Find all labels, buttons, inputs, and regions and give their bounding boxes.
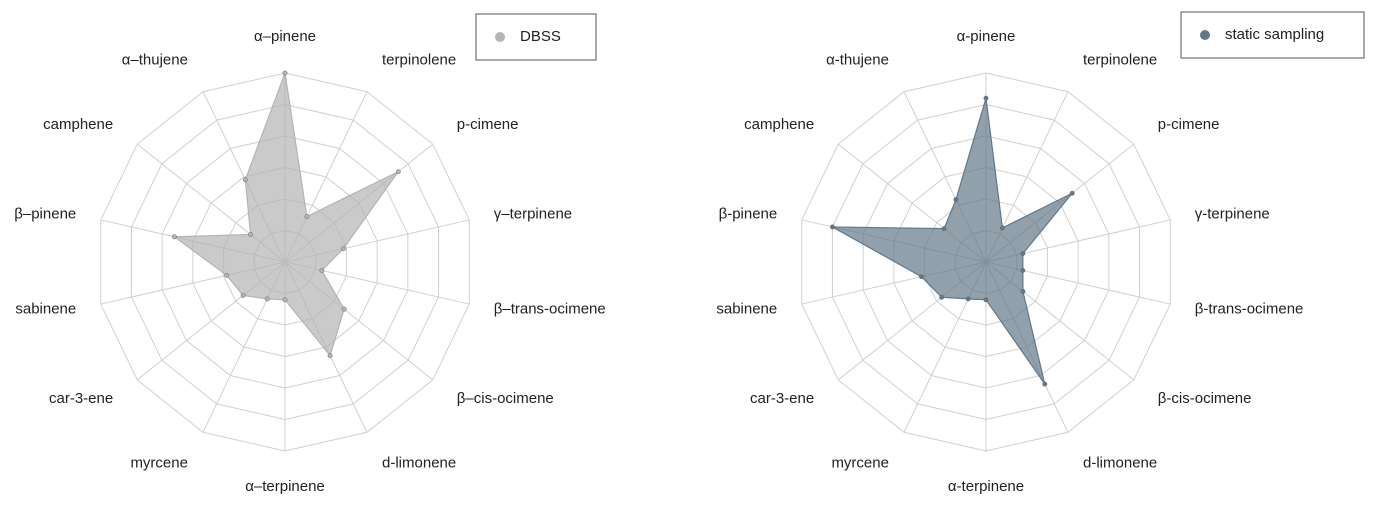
data-point <box>1069 190 1075 196</box>
category-label: β–cis-ocimene <box>457 390 554 407</box>
category-label: α–terpinene <box>245 478 325 495</box>
data-point <box>282 297 288 303</box>
category-label: sabinene <box>716 301 777 318</box>
data-point <box>1020 267 1026 273</box>
category-label: d-limonene <box>1083 454 1157 471</box>
category-label: β–trans-ocimene <box>494 301 606 318</box>
category-label: myrcene <box>831 454 889 471</box>
data-point <box>939 294 945 300</box>
category-label: α–thujene <box>122 51 188 68</box>
data-point <box>304 214 310 220</box>
category-label: β-trans-ocimene <box>1195 301 1304 318</box>
data-point <box>1020 251 1026 257</box>
category-label: β-cis-ocimene <box>1158 390 1252 407</box>
data-point <box>264 296 270 302</box>
category-label: β–pinene <box>14 205 76 222</box>
category-label: α-pinene <box>957 28 1016 45</box>
data-point <box>240 292 246 298</box>
data-point <box>171 234 177 240</box>
category-label: camphene <box>744 116 814 133</box>
legend-box <box>1180 11 1365 59</box>
data-point <box>953 197 959 203</box>
legend-label: DBSS <box>520 28 561 45</box>
category-label: α–pinene <box>254 28 316 45</box>
category-label: β-pinene <box>719 205 778 222</box>
data-point <box>941 226 947 232</box>
category-label: γ–terpinene <box>494 205 572 222</box>
radar-chart: α–pinene terpinolene p-cimene γ–terpinene β–… <box>14 13 606 495</box>
category-label: p-cimene <box>457 116 519 133</box>
data-point <box>224 272 230 278</box>
data-point <box>340 246 346 252</box>
data-point <box>983 297 989 303</box>
data-point <box>395 169 401 175</box>
category-label: α-thujene <box>826 51 889 68</box>
data-point <box>327 353 333 359</box>
category-label: terpinolene <box>382 51 456 68</box>
category-label: sabinene <box>15 301 76 318</box>
data-point <box>1020 289 1026 294</box>
data-point <box>248 232 253 237</box>
category-label: myrcene <box>130 454 188 471</box>
legend-marker <box>1200 30 1210 40</box>
data-point <box>983 95 989 101</box>
data-point <box>829 224 835 230</box>
data-point <box>242 177 248 183</box>
category-label: α-terpinene <box>948 478 1024 495</box>
series-area <box>172 70 399 357</box>
legend-label: static sampling <box>1225 26 1324 43</box>
category-label: car-3-ene <box>750 390 814 407</box>
category-label: p-cimene <box>1158 116 1220 133</box>
category-label: camphene <box>43 116 113 133</box>
data-point <box>1042 381 1048 387</box>
data-point <box>965 296 971 302</box>
category-label: car-3-ene <box>49 390 113 407</box>
legend-marker <box>495 32 505 42</box>
category-label: terpinolene <box>1083 51 1157 68</box>
data-point <box>282 70 288 76</box>
data-point <box>919 274 924 280</box>
category-label: γ-terpinene <box>1195 205 1270 222</box>
data-point <box>341 306 347 312</box>
category-label: d-limonene <box>382 454 456 471</box>
radar-chart: α-pinene terpinolene p-cimene γ-terpinene β-… <box>716 11 1365 495</box>
series-area <box>832 98 1073 385</box>
data-point <box>999 225 1005 231</box>
data-point <box>319 267 325 273</box>
